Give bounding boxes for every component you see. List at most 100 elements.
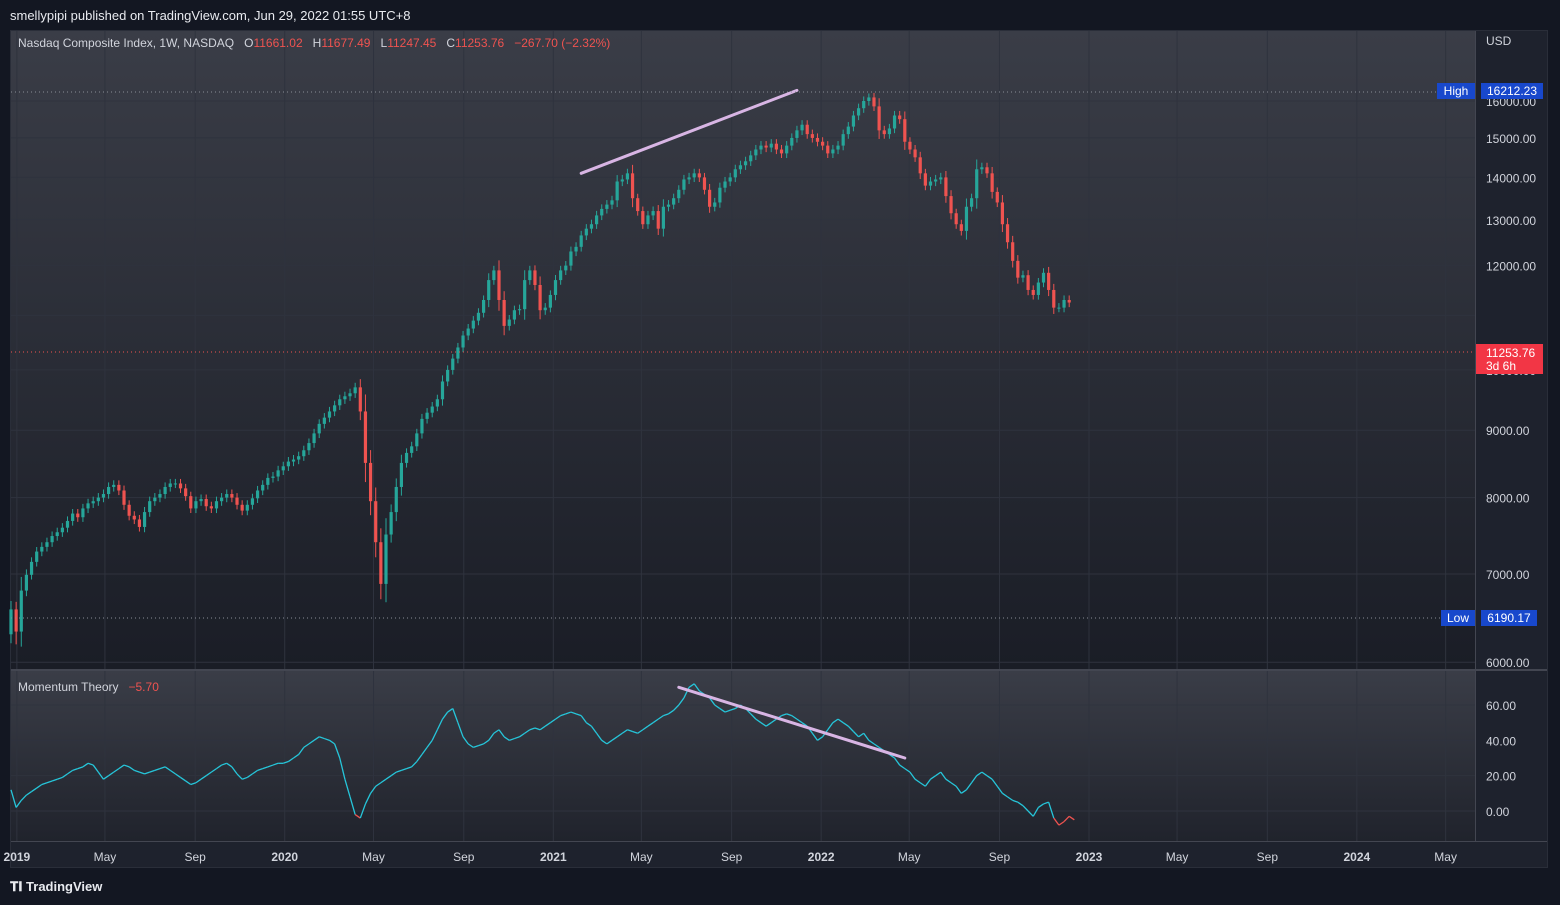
candle-body[interactable] [856, 108, 861, 116]
candle-body[interactable] [898, 115, 902, 120]
candle-body[interactable] [954, 213, 958, 225]
candle-body[interactable] [738, 165, 743, 170]
candle-body[interactable] [553, 280, 558, 295]
candle-body[interactable] [189, 496, 193, 509]
candle-body[interactable] [985, 167, 989, 174]
candle-body[interactable] [91, 501, 95, 504]
candle-body[interactable] [939, 177, 943, 180]
candle-body[interactable] [790, 137, 794, 146]
candle-body[interactable] [723, 181, 727, 188]
candle-body[interactable] [451, 358, 455, 370]
candle-body[interactable] [1062, 299, 1066, 308]
candle-body[interactable] [928, 181, 933, 186]
candle-body[interactable] [512, 310, 517, 320]
candle-body[interactable] [892, 115, 897, 129]
tradingview-logo[interactable]: 𝐓𝐈 TradingView [10, 879, 102, 895]
candle-body[interactable] [692, 173, 696, 178]
candle-body[interactable] [718, 187, 722, 203]
candle-body[interactable] [600, 208, 604, 216]
candle-body[interactable] [286, 461, 290, 467]
candle-body[interactable] [353, 387, 357, 394]
candle-body[interactable] [297, 456, 301, 460]
candle-body[interactable] [55, 532, 59, 537]
candle-body[interactable] [903, 119, 907, 142]
candle-body[interactable] [543, 307, 547, 311]
candle-body[interactable] [281, 466, 285, 471]
candle-body[interactable] [461, 335, 465, 348]
candle-body[interactable] [862, 101, 866, 109]
candle-body[interactable] [887, 128, 891, 135]
candle-body[interactable] [579, 235, 583, 247]
candle-body[interactable] [913, 149, 917, 158]
candle-body[interactable] [456, 347, 460, 359]
candle-body[interactable] [384, 534, 388, 584]
candle-body[interactable] [327, 411, 332, 418]
candle-body[interactable] [666, 204, 671, 207]
candle-body[interactable] [559, 270, 563, 281]
candle-body[interactable] [1067, 299, 1071, 303]
price-axis-background[interactable] [1476, 31, 1547, 841]
candle-body[interactable] [1016, 260, 1020, 278]
candle-body[interactable] [60, 527, 64, 533]
candle-body[interactable] [872, 97, 876, 107]
candle-body[interactable] [507, 319, 511, 326]
candle-body[interactable] [266, 477, 270, 485]
candle-body[interactable] [404, 452, 409, 463]
candle-body[interactable] [969, 198, 974, 207]
candle-body[interactable] [1005, 224, 1010, 243]
candle-body[interactable] [831, 149, 835, 154]
candle-body[interactable] [826, 145, 830, 154]
candle-body[interactable] [713, 202, 717, 207]
candle-body[interactable] [959, 224, 963, 231]
candle-body[interactable] [980, 167, 984, 170]
candle-body[interactable] [733, 169, 737, 178]
candle-body[interactable] [682, 179, 686, 190]
candle-body[interactable] [605, 204, 609, 209]
candle-body[interactable] [435, 399, 439, 407]
candle-body[interactable] [194, 501, 198, 509]
candle-body[interactable] [148, 501, 152, 513]
candle-body[interactable] [466, 328, 470, 336]
main-legend[interactable]: Nasdaq Composite Index, 1W, NASDAQ O1166… [18, 36, 610, 50]
candle-body[interactable] [358, 387, 362, 412]
candle-body[interactable] [204, 499, 208, 507]
candle-body[interactable] [523, 280, 527, 310]
candle-body[interactable] [19, 590, 23, 632]
momentum-trendline[interactable] [677, 685, 907, 760]
candlestick-series[interactable] [9, 92, 1071, 647]
candle-body[interactable] [14, 609, 18, 632]
candle-body[interactable] [867, 97, 871, 101]
candle-body[interactable] [749, 155, 753, 162]
candle-body[interactable] [795, 130, 799, 138]
candle-body[interactable] [949, 196, 953, 214]
candle-body[interactable] [810, 134, 814, 138]
candle-body[interactable] [517, 309, 522, 311]
candle-body[interactable] [641, 211, 645, 225]
candle-body[interactable] [245, 504, 249, 511]
candle-body[interactable] [430, 406, 434, 413]
candle-body[interactable] [76, 513, 80, 518]
candle-body[interactable] [379, 542, 383, 584]
candle-body[interactable] [785, 145, 789, 154]
candle-body[interactable] [425, 412, 429, 419]
candle-body[interactable] [538, 285, 542, 311]
candle-body[interactable] [476, 312, 481, 321]
candle-body[interactable] [9, 609, 13, 635]
candle-body[interactable] [81, 508, 85, 518]
candle-body[interactable] [40, 546, 44, 552]
candle-body[interactable] [595, 215, 599, 225]
candle-body[interactable] [374, 501, 378, 543]
candle-body[interactable] [846, 126, 850, 135]
candle-body[interactable] [1041, 272, 1046, 283]
candle-body[interactable] [240, 504, 244, 511]
candle-body[interactable] [1026, 275, 1030, 290]
candle-body[interactable] [1047, 272, 1051, 290]
candle-body[interactable] [481, 299, 486, 313]
candle-body[interactable] [636, 198, 640, 212]
candle-body[interactable] [24, 574, 29, 591]
candle-body[interactable] [502, 299, 506, 326]
candle-body[interactable] [163, 486, 167, 495]
candle-body[interactable] [302, 450, 306, 457]
candle-body[interactable] [697, 173, 701, 178]
